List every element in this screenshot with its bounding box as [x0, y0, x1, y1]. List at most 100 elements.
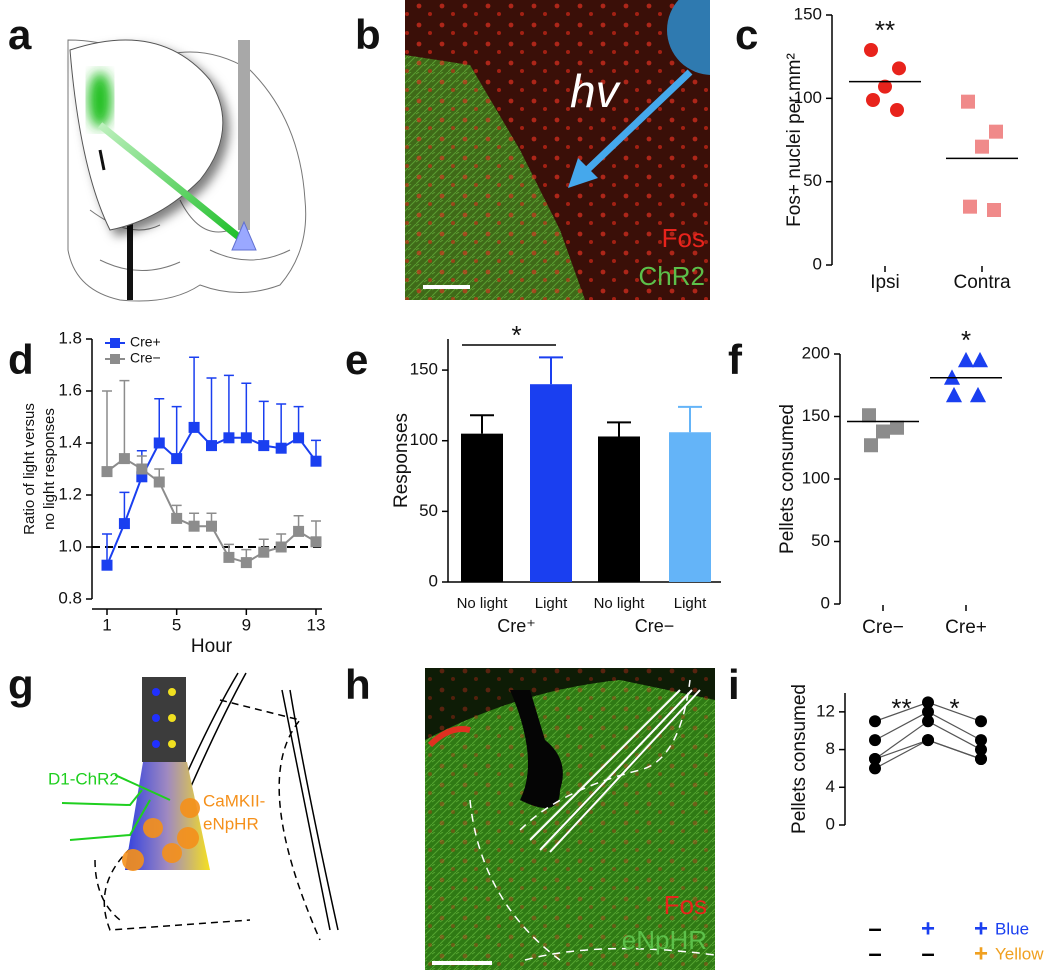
error-bar: [206, 377, 217, 446]
y-axis-label: Fos+ nuclei per mm²: [784, 53, 805, 227]
row-label: Yellow: [995, 944, 1044, 963]
error-bar: [223, 374, 234, 438]
y-axis-label: no light responses: [41, 408, 58, 530]
significance: **: [875, 15, 895, 45]
y-tick-label: 0: [429, 571, 438, 590]
dot: [961, 94, 975, 109]
dot: [957, 351, 975, 368]
dot: [153, 437, 165, 449]
y-tick-label: 200: [802, 343, 830, 362]
error-bar: [276, 403, 287, 449]
y-tick-label: 0.8: [58, 588, 82, 607]
x-axis-label: Hour: [191, 636, 233, 657]
dot: [293, 432, 305, 444]
dot: [987, 203, 1001, 217]
y-tick-label: 8: [826, 739, 835, 758]
dot: [869, 753, 881, 765]
x-tick-label: Light: [674, 595, 707, 612]
panel-label: d: [8, 336, 34, 383]
bar: [598, 436, 640, 582]
panel-label: i: [728, 661, 740, 708]
dot: [153, 476, 165, 488]
error-bar: [539, 356, 563, 385]
stain-label: Fos: [664, 890, 707, 920]
y-axis-label: Ratio of light versus: [21, 403, 38, 535]
panel-label: a: [8, 11, 32, 58]
dot: [862, 408, 876, 423]
x-tick-label: 9: [242, 615, 251, 634]
dot: [206, 520, 217, 532]
dot: [171, 512, 183, 524]
y-tick-label: 1.0: [58, 536, 82, 555]
significance: **: [891, 693, 911, 723]
x-tick-label: Cre+: [945, 617, 987, 638]
dot: [945, 386, 963, 403]
dot: [975, 734, 987, 747]
arrow-label: hv: [570, 65, 622, 117]
x-tick-label: No light: [457, 595, 509, 612]
y-tick-label: 150: [802, 406, 830, 425]
dot: [876, 424, 890, 439]
dot: [864, 43, 878, 57]
dot: [240, 432, 252, 444]
y-tick-label: 12: [816, 701, 835, 720]
y-tick-label: 1.4: [58, 432, 82, 451]
dot: [989, 124, 1003, 139]
dot: [922, 705, 934, 718]
dot: [258, 440, 270, 452]
dot: [136, 471, 148, 483]
dot: [310, 536, 322, 548]
y-tick-label: 4: [826, 777, 835, 796]
condition-sign: –: [868, 940, 881, 967]
condition-sign: +: [974, 915, 988, 942]
y-tick-label: 50: [803, 171, 822, 190]
panel-label: c: [735, 11, 758, 58]
micrograph-h: [425, 668, 715, 970]
legend-swatch: [110, 338, 120, 348]
dot: [171, 453, 183, 465]
error-bar: [119, 379, 130, 459]
legend-label: Cre−: [130, 350, 161, 366]
condition-sign: –: [921, 940, 934, 967]
condition-sign: –: [868, 915, 881, 942]
orange-label: CaMKII-: [203, 791, 265, 810]
panel-label: f: [728, 336, 743, 383]
dot: [922, 696, 934, 709]
bar: [461, 433, 503, 582]
dot: [118, 518, 130, 530]
dot: [310, 455, 322, 467]
dot: [963, 199, 977, 214]
x-tick-label: Ipsi: [870, 272, 900, 293]
green-label: D1-ChR2: [48, 769, 119, 788]
x-tick-label: 5: [172, 615, 181, 634]
y-axis-label: Pellets consumed: [789, 684, 810, 834]
dot: [866, 93, 880, 107]
y-tick-label: 50: [419, 501, 438, 520]
dot: [975, 743, 987, 756]
significance: *: [949, 693, 959, 723]
dot: [878, 79, 892, 94]
dot: [922, 715, 934, 728]
dot: [275, 541, 287, 553]
dot: [975, 139, 989, 154]
dot: [971, 351, 989, 368]
error-bar: [678, 405, 702, 433]
dot: [869, 734, 881, 747]
error-bar: [241, 382, 252, 438]
marker-label: ChR2: [639, 261, 705, 291]
dot: [206, 440, 217, 452]
y-axis-label: Responses: [391, 413, 412, 508]
dot: [293, 525, 305, 537]
x-tick-label: Light: [535, 595, 568, 612]
group-label: Cre⁺: [497, 616, 536, 636]
y-tick-label: 100: [802, 468, 830, 487]
y-tick-label: 50: [811, 531, 830, 550]
y-tick-label: 0: [826, 814, 835, 833]
dot: [101, 559, 113, 571]
x-tick-label: 1: [102, 615, 111, 634]
dot: [240, 557, 252, 569]
x-tick-label: Contra: [953, 272, 1010, 293]
dot: [975, 715, 987, 728]
y-axis-label: Pellets consumed: [777, 404, 798, 554]
